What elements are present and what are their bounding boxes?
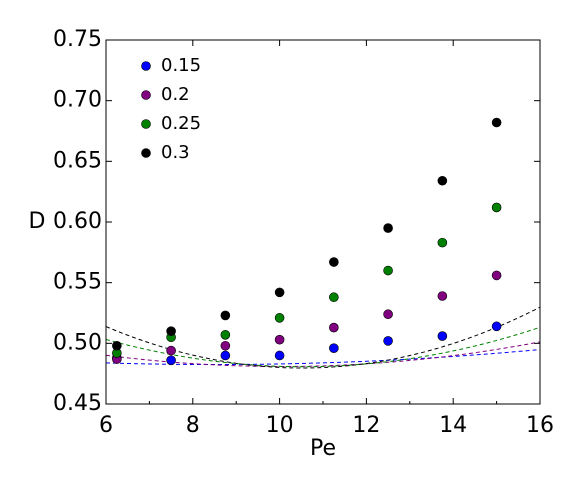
x-tick-label: 10 <box>266 413 294 438</box>
data-point-0-5 <box>383 336 393 346</box>
x-tick-label: 16 <box>526 413 554 438</box>
data-point-0-6 <box>437 331 448 341</box>
legend-label-3: 0.3 <box>161 142 190 163</box>
legend-marker-2 <box>141 119 151 129</box>
data-points <box>112 117 502 366</box>
legend-marker-1 <box>141 90 151 100</box>
data-point-3-0 <box>112 340 122 351</box>
data-point-2-6 <box>437 237 448 248</box>
y-tick-label: 0.70 <box>53 88 102 113</box>
y-tick-label: 0.65 <box>53 148 102 173</box>
data-point-1-7 <box>491 270 502 281</box>
data-point-0-4 <box>329 343 339 353</box>
data-point-2-3 <box>274 313 285 323</box>
data-point-2-5 <box>383 265 393 276</box>
x-axis-label: Pe <box>310 436 336 461</box>
data-point-2-7 <box>491 202 502 213</box>
data-point-1-5 <box>383 309 393 320</box>
legend-label-0: 0.15 <box>161 55 201 76</box>
legend-marker-3 <box>141 148 151 158</box>
y-axis-ticks: 0.45 0.50 0.55 0.60 0.65 0.70 0.75 <box>53 27 540 416</box>
legend-label-1: 0.2 <box>161 84 190 105</box>
fit-curves <box>105 306 541 369</box>
data-point-3-6 <box>437 175 448 186</box>
data-point-1-6 <box>437 291 448 301</box>
data-point-3-7 <box>491 117 502 128</box>
y-tick-label: 0.50 <box>53 330 102 355</box>
x-tick-label: 14 <box>439 413 467 438</box>
fit-curve-2 <box>105 326 541 368</box>
fit-curve-0 <box>105 349 541 366</box>
legend-label-2: 0.25 <box>161 113 201 134</box>
y-tick-label: 0.55 <box>53 270 102 295</box>
y-tick-label: 0.45 <box>53 391 102 416</box>
data-point-2-4 <box>329 292 339 303</box>
data-point-3-1 <box>166 326 176 337</box>
data-point-3-3 <box>274 287 285 298</box>
x-tick-label: 12 <box>352 413 380 438</box>
data-point-2-2 <box>220 330 231 340</box>
x-tick-label: 8 <box>186 413 200 438</box>
y-axis-label: D <box>29 209 46 234</box>
data-point-1-4 <box>329 322 339 333</box>
x-tick-label: 6 <box>99 413 113 438</box>
fit-curve-1 <box>105 341 541 367</box>
data-point-0-7 <box>491 321 502 332</box>
data-point-0-1 <box>166 355 176 366</box>
data-point-3-2 <box>220 310 231 321</box>
y-tick-label: 0.75 <box>53 27 102 52</box>
y-tick-label: 0.60 <box>53 209 102 234</box>
data-point-1-1 <box>166 345 176 356</box>
data-point-0-2 <box>220 350 231 361</box>
x-axis-ticks: 6 8 10 12 14 16 <box>99 40 554 438</box>
data-point-0-3 <box>274 350 285 361</box>
data-point-3-4 <box>329 257 339 267</box>
data-point-1-2 <box>220 340 231 351</box>
legend-marker-0 <box>141 61 151 71</box>
legend: 0.15 0.2 0.25 0.3 <box>141 55 201 163</box>
data-point-3-5 <box>383 223 393 233</box>
data-point-1-3 <box>274 334 285 345</box>
